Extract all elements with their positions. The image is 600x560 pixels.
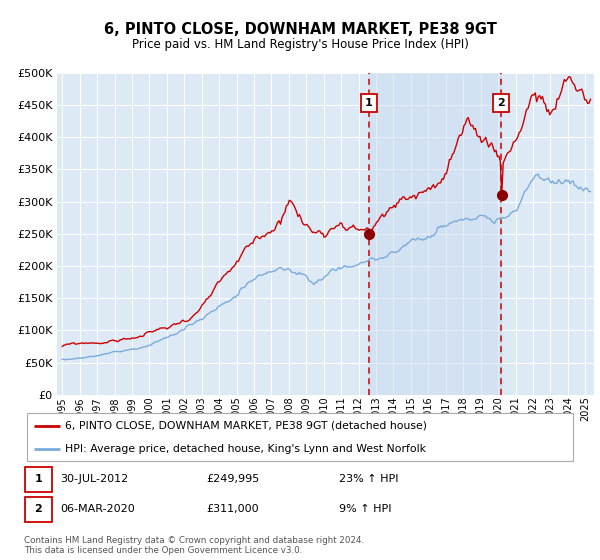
- Text: 2: 2: [497, 98, 505, 108]
- FancyBboxPatch shape: [25, 467, 52, 492]
- Text: HPI: Average price, detached house, King's Lynn and West Norfolk: HPI: Average price, detached house, King…: [65, 444, 427, 454]
- Text: 23% ↑ HPI: 23% ↑ HPI: [338, 474, 398, 484]
- Text: 6, PINTO CLOSE, DOWNHAM MARKET, PE38 9GT (detached house): 6, PINTO CLOSE, DOWNHAM MARKET, PE38 9GT…: [65, 421, 427, 431]
- FancyBboxPatch shape: [27, 413, 573, 461]
- Text: 2: 2: [34, 504, 42, 514]
- Text: £249,995: £249,995: [206, 474, 259, 484]
- Bar: [369, 73, 501, 395]
- FancyBboxPatch shape: [25, 497, 52, 522]
- Text: 06-MAR-2020: 06-MAR-2020: [60, 504, 134, 514]
- Text: 1: 1: [365, 98, 373, 108]
- Text: Contains HM Land Registry data © Crown copyright and database right 2024.
This d: Contains HM Land Registry data © Crown c…: [24, 536, 364, 556]
- Text: 1: 1: [34, 474, 42, 484]
- Text: 9% ↑ HPI: 9% ↑ HPI: [338, 504, 391, 514]
- Text: Price paid vs. HM Land Registry's House Price Index (HPI): Price paid vs. HM Land Registry's House …: [131, 38, 469, 51]
- Text: £311,000: £311,000: [206, 504, 259, 514]
- Text: 30-JUL-2012: 30-JUL-2012: [60, 474, 128, 484]
- Text: 6, PINTO CLOSE, DOWNHAM MARKET, PE38 9GT: 6, PINTO CLOSE, DOWNHAM MARKET, PE38 9GT: [104, 22, 496, 38]
